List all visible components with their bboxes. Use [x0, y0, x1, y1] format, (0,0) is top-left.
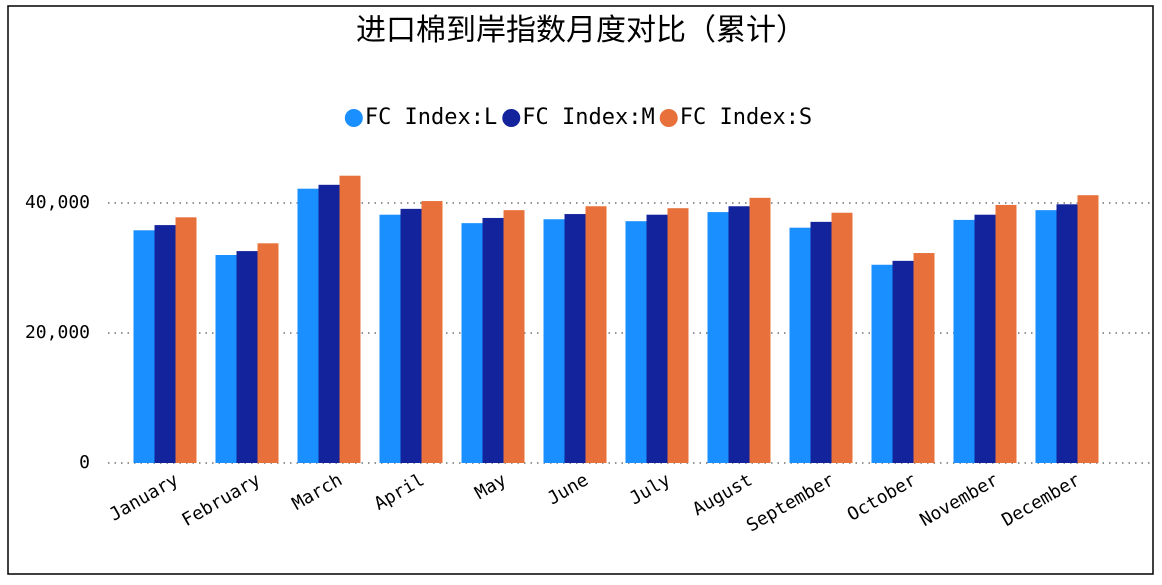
legend-swatch [502, 109, 521, 127]
bar [482, 217, 504, 463]
y-tick-label: 0 [79, 452, 90, 473]
bar [503, 210, 525, 463]
bar [749, 197, 771, 464]
bar [667, 208, 689, 463]
bar [400, 208, 422, 463]
bar [564, 214, 586, 463]
bar [297, 188, 319, 463]
legend-swatch [659, 109, 678, 127]
bar [215, 255, 237, 463]
bar [871, 264, 893, 463]
bar [257, 243, 279, 463]
bar [1035, 210, 1057, 463]
bar [585, 206, 607, 463]
bar [1056, 204, 1078, 464]
bar [646, 214, 668, 463]
bar [953, 219, 975, 463]
y-tick-label: 20,000 [25, 322, 90, 343]
bar [236, 251, 258, 463]
legend-item: FC Index:M [502, 105, 655, 130]
legend-swatch [344, 109, 363, 127]
legend-label: FC Index:M [522, 105, 654, 130]
legend-label: FC Index:L [365, 105, 497, 130]
bar [892, 260, 914, 463]
bar [461, 223, 483, 463]
bar [133, 230, 155, 463]
bar [913, 253, 935, 463]
bar [707, 212, 729, 463]
bar [728, 206, 750, 463]
bar [543, 219, 565, 463]
bar [421, 201, 443, 464]
bar [625, 221, 647, 463]
bar [831, 212, 853, 463]
bar [995, 204, 1017, 463]
chart-title: 进口棉到岸指数月度对比（累计） [356, 13, 806, 48]
bar [810, 221, 832, 463]
legend-item: FC Index:L [344, 105, 497, 130]
bar [154, 225, 176, 463]
bar [379, 214, 401, 463]
bar [789, 227, 811, 463]
legend: FC Index:L FC Index:M FC Index:S [344, 105, 812, 130]
y-tick-label: 40,000 [25, 192, 90, 213]
legend-item: FC Index:S [659, 105, 812, 130]
bar [175, 217, 197, 463]
legend-label: FC Index:S [680, 105, 812, 130]
bar [1077, 195, 1099, 463]
bar [339, 175, 361, 463]
bar [318, 184, 340, 464]
bar [974, 214, 996, 463]
